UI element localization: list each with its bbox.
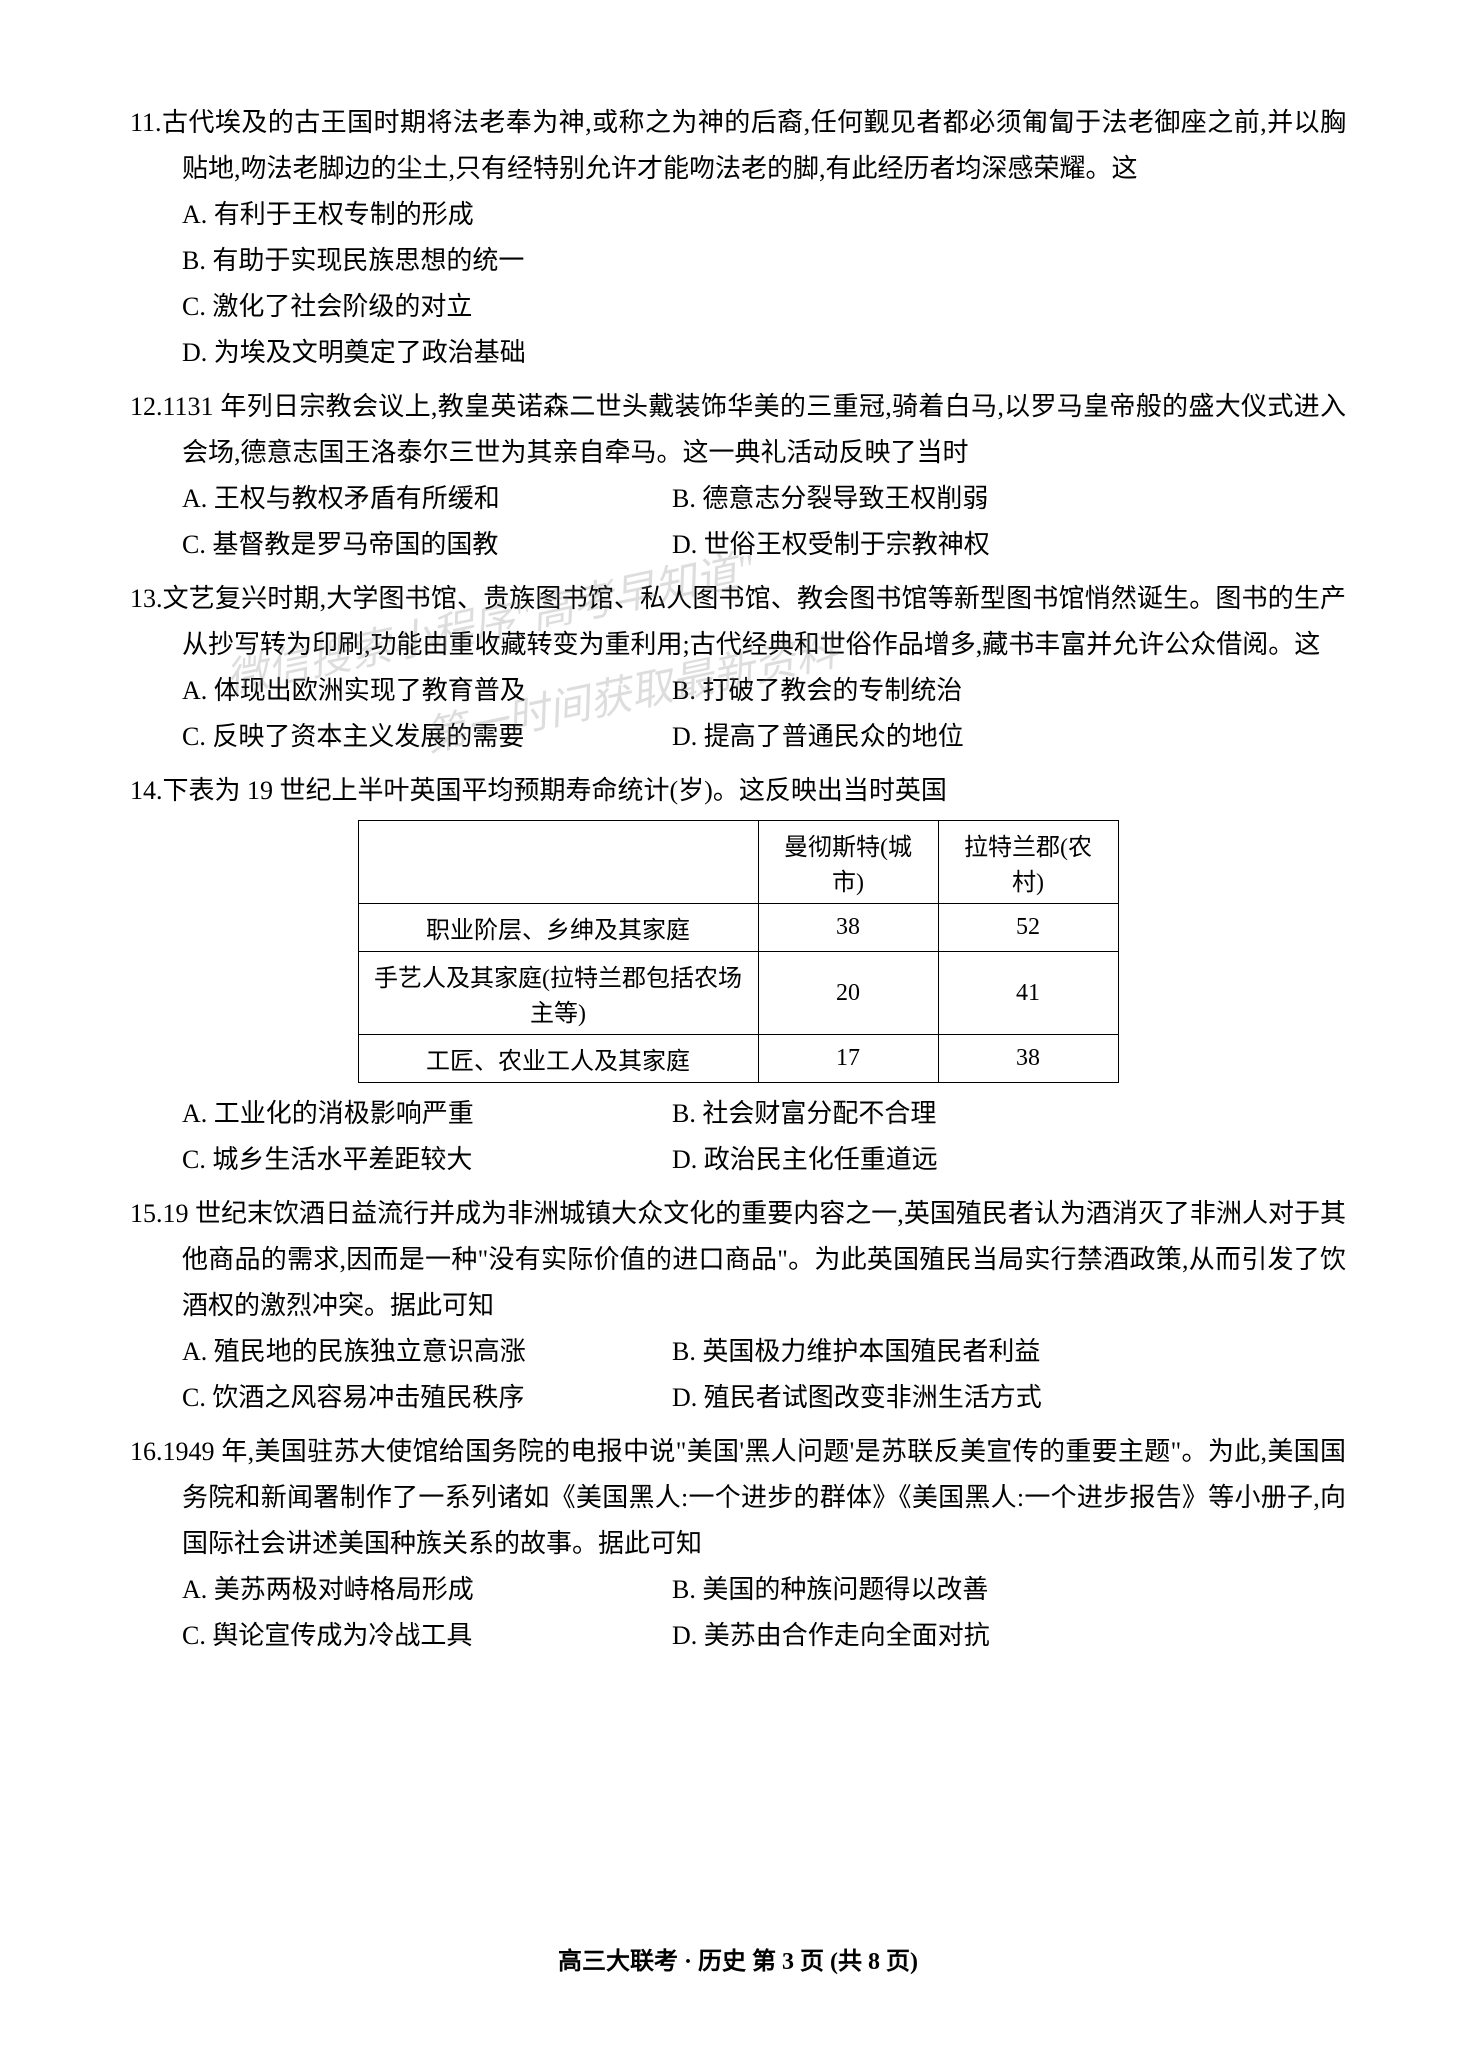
option-d: D. 世俗王权受制于宗教神权 xyxy=(672,522,1346,568)
option-c: C. 舆论宣传成为冷战工具 xyxy=(182,1613,672,1659)
option-row: C. 舆论宣传成为冷战工具 D. 美苏由合作走向全面对抗 xyxy=(130,1613,1346,1659)
question-stem: 1949 年,美国驻苏大使馆给国务院的电报中说"美国'黑人问题'是苏联反美宣传的… xyxy=(163,1437,1347,1558)
option-c: C. 饮酒之风容易冲击殖民秩序 xyxy=(182,1375,672,1421)
table-cell-category: 工匠、农业工人及其家庭 xyxy=(358,1035,758,1083)
option-b: B. 德意志分裂导致王权削弱 xyxy=(672,476,1346,522)
option-a: A. 体现出欧洲实现了教育普及 xyxy=(182,668,672,714)
option-d: D. 为埃及文明奠定了政治基础 xyxy=(130,330,1346,376)
question-number: 11. xyxy=(130,108,162,137)
option-a: A. 殖民地的民族独立意识高涨 xyxy=(182,1329,672,1375)
question-number: 12. xyxy=(130,392,163,421)
question-number: 15. xyxy=(130,1199,163,1228)
option-c: C. 基督教是罗马帝国的国教 xyxy=(182,522,672,568)
option-row: C. 饮酒之风容易冲击殖民秩序 D. 殖民者试图改变非洲生活方式 xyxy=(130,1375,1346,1421)
option-d: D. 美苏由合作走向全面对抗 xyxy=(672,1613,1346,1659)
option-row: A. 美苏两极对峙格局形成 B. 美国的种族问题得以改善 xyxy=(130,1567,1346,1613)
question-text: 11.古代埃及的古王国时期将法老奉为神,或称之为神的后裔,任何觐见者都必须匍匐于… xyxy=(130,100,1346,192)
question-13: 13.文艺复兴时期,大学图书馆、贵族图书馆、私人图书馆、教会图书馆等新型图书馆悄… xyxy=(130,576,1346,760)
option-c: C. 城乡生活水平差距较大 xyxy=(182,1137,672,1183)
table-cell-value: 20 xyxy=(758,952,938,1035)
life-expectancy-table: 曼彻斯特(城市) 拉特兰郡(农村) 职业阶层、乡绅及其家庭 38 52 手艺人及… xyxy=(358,820,1119,1083)
option-a: A. 美苏两极对峙格局形成 xyxy=(182,1567,672,1613)
option-row: A. 体现出欧洲实现了教育普及 B. 打破了教会的专制统治 xyxy=(130,668,1346,714)
option-a: A. 有利于王权专制的形成 xyxy=(130,192,1346,238)
table-row: 手艺人及其家庭(拉特兰郡包括农场主等) 20 41 xyxy=(358,952,1118,1035)
question-number: 14. xyxy=(130,776,163,805)
option-b: B. 有助于实现民族思想的统一 xyxy=(130,238,1346,284)
table-cell-value: 38 xyxy=(758,904,938,952)
table-header-empty xyxy=(358,821,758,904)
question-16: 16.1949 年,美国驻苏大使馆给国务院的电报中说"美国'黑人问题'是苏联反美… xyxy=(130,1429,1346,1659)
option-d: D. 提高了普通民众的地位 xyxy=(672,714,1346,760)
option-d: D. 政治民主化任重道远 xyxy=(672,1137,1346,1183)
option-d: D. 殖民者试图改变非洲生活方式 xyxy=(672,1375,1346,1421)
question-number: 13. xyxy=(130,584,163,613)
question-stem: 古代埃及的古王国时期将法老奉为神,或称之为神的后裔,任何觐见者都必须匍匐于法老御… xyxy=(162,108,1346,183)
option-b: B. 社会财富分配不合理 xyxy=(672,1091,1346,1137)
question-11: 11.古代埃及的古王国时期将法老奉为神,或称之为神的后裔,任何觐见者都必须匍匐于… xyxy=(130,100,1346,376)
table-cell-value: 17 xyxy=(758,1035,938,1083)
question-14: 14.下表为 19 世纪上半叶英国平均预期寿命统计(岁)。这反映出当时英国 曼彻… xyxy=(130,768,1346,1183)
question-text: 16.1949 年,美国驻苏大使馆给国务院的电报中说"美国'黑人问题'是苏联反美… xyxy=(130,1429,1346,1567)
question-text: 12.1131 年列日宗教会议上,教皇英诺森二世头戴装饰华美的三重冠,骑着白马,… xyxy=(130,384,1346,476)
question-15: 15.19 世纪末饮酒日益流行并成为非洲城镇大众文化的重要内容之一,英国殖民者认… xyxy=(130,1191,1346,1421)
question-text: 14.下表为 19 世纪上半叶英国平均预期寿命统计(岁)。这反映出当时英国 xyxy=(130,768,1346,814)
option-row: C. 基督教是罗马帝国的国教 D. 世俗王权受制于宗教神权 xyxy=(130,522,1346,568)
question-12: 12.1131 年列日宗教会议上,教皇英诺森二世头戴装饰华美的三重冠,骑着白马,… xyxy=(130,384,1346,568)
table-cell-value: 41 xyxy=(938,952,1118,1035)
question-stem: 文艺复兴时期,大学图书馆、贵族图书馆、私人图书馆、教会图书馆等新型图书馆悄然诞生… xyxy=(163,584,1347,659)
table-row: 工匠、农业工人及其家庭 17 38 xyxy=(358,1035,1118,1083)
question-text: 15.19 世纪末饮酒日益流行并成为非洲城镇大众文化的重要内容之一,英国殖民者认… xyxy=(130,1191,1346,1329)
table-header-row: 曼彻斯特(城市) 拉特兰郡(农村) xyxy=(358,821,1118,904)
option-b: B. 英国极力维护本国殖民者利益 xyxy=(672,1329,1346,1375)
option-a: A. 工业化的消极影响严重 xyxy=(182,1091,672,1137)
option-b: B. 打破了教会的专制统治 xyxy=(672,668,1346,714)
option-row: A. 王权与教权矛盾有所缓和 B. 德意志分裂导致王权削弱 xyxy=(130,476,1346,522)
option-row: A. 殖民地的民族独立意识高涨 B. 英国极力维护本国殖民者利益 xyxy=(130,1329,1346,1375)
option-c: C. 反映了资本主义发展的需要 xyxy=(182,714,672,760)
question-stem: 1131 年列日宗教会议上,教皇英诺森二世头戴装饰华美的三重冠,骑着白马,以罗马… xyxy=(163,392,1347,467)
table-cell-category: 手艺人及其家庭(拉特兰郡包括农场主等) xyxy=(358,952,758,1035)
table-cell-category: 职业阶层、乡绅及其家庭 xyxy=(358,904,758,952)
option-row: A. 工业化的消极影响严重 B. 社会财富分配不合理 xyxy=(130,1091,1346,1137)
question-text: 13.文艺复兴时期,大学图书馆、贵族图书馆、私人图书馆、教会图书馆等新型图书馆悄… xyxy=(130,576,1346,668)
question-stem: 下表为 19 世纪上半叶英国平均预期寿命统计(岁)。这反映出当时英国 xyxy=(163,776,947,805)
question-stem: 19 世纪末饮酒日益流行并成为非洲城镇大众文化的重要内容之一,英国殖民者认为酒消… xyxy=(163,1199,1347,1320)
page-footer: 高三大联考 · 历史 第 3 页 (共 8 页) xyxy=(0,1941,1476,1976)
option-row: C. 城乡生活水平差距较大 D. 政治民主化任重道远 xyxy=(130,1137,1346,1183)
question-number: 16. xyxy=(130,1437,163,1466)
option-c: C. 激化了社会阶级的对立 xyxy=(130,284,1346,330)
option-row: C. 反映了资本主义发展的需要 D. 提高了普通民众的地位 xyxy=(130,714,1346,760)
table-header-rural: 拉特兰郡(农村) xyxy=(938,821,1118,904)
option-b: B. 美国的种族问题得以改善 xyxy=(672,1567,1346,1613)
table-header-city: 曼彻斯特(城市) xyxy=(758,821,938,904)
option-a: A. 王权与教权矛盾有所缓和 xyxy=(182,476,672,522)
table-cell-value: 38 xyxy=(938,1035,1118,1083)
table-row: 职业阶层、乡绅及其家庭 38 52 xyxy=(358,904,1118,952)
table-cell-value: 52 xyxy=(938,904,1118,952)
